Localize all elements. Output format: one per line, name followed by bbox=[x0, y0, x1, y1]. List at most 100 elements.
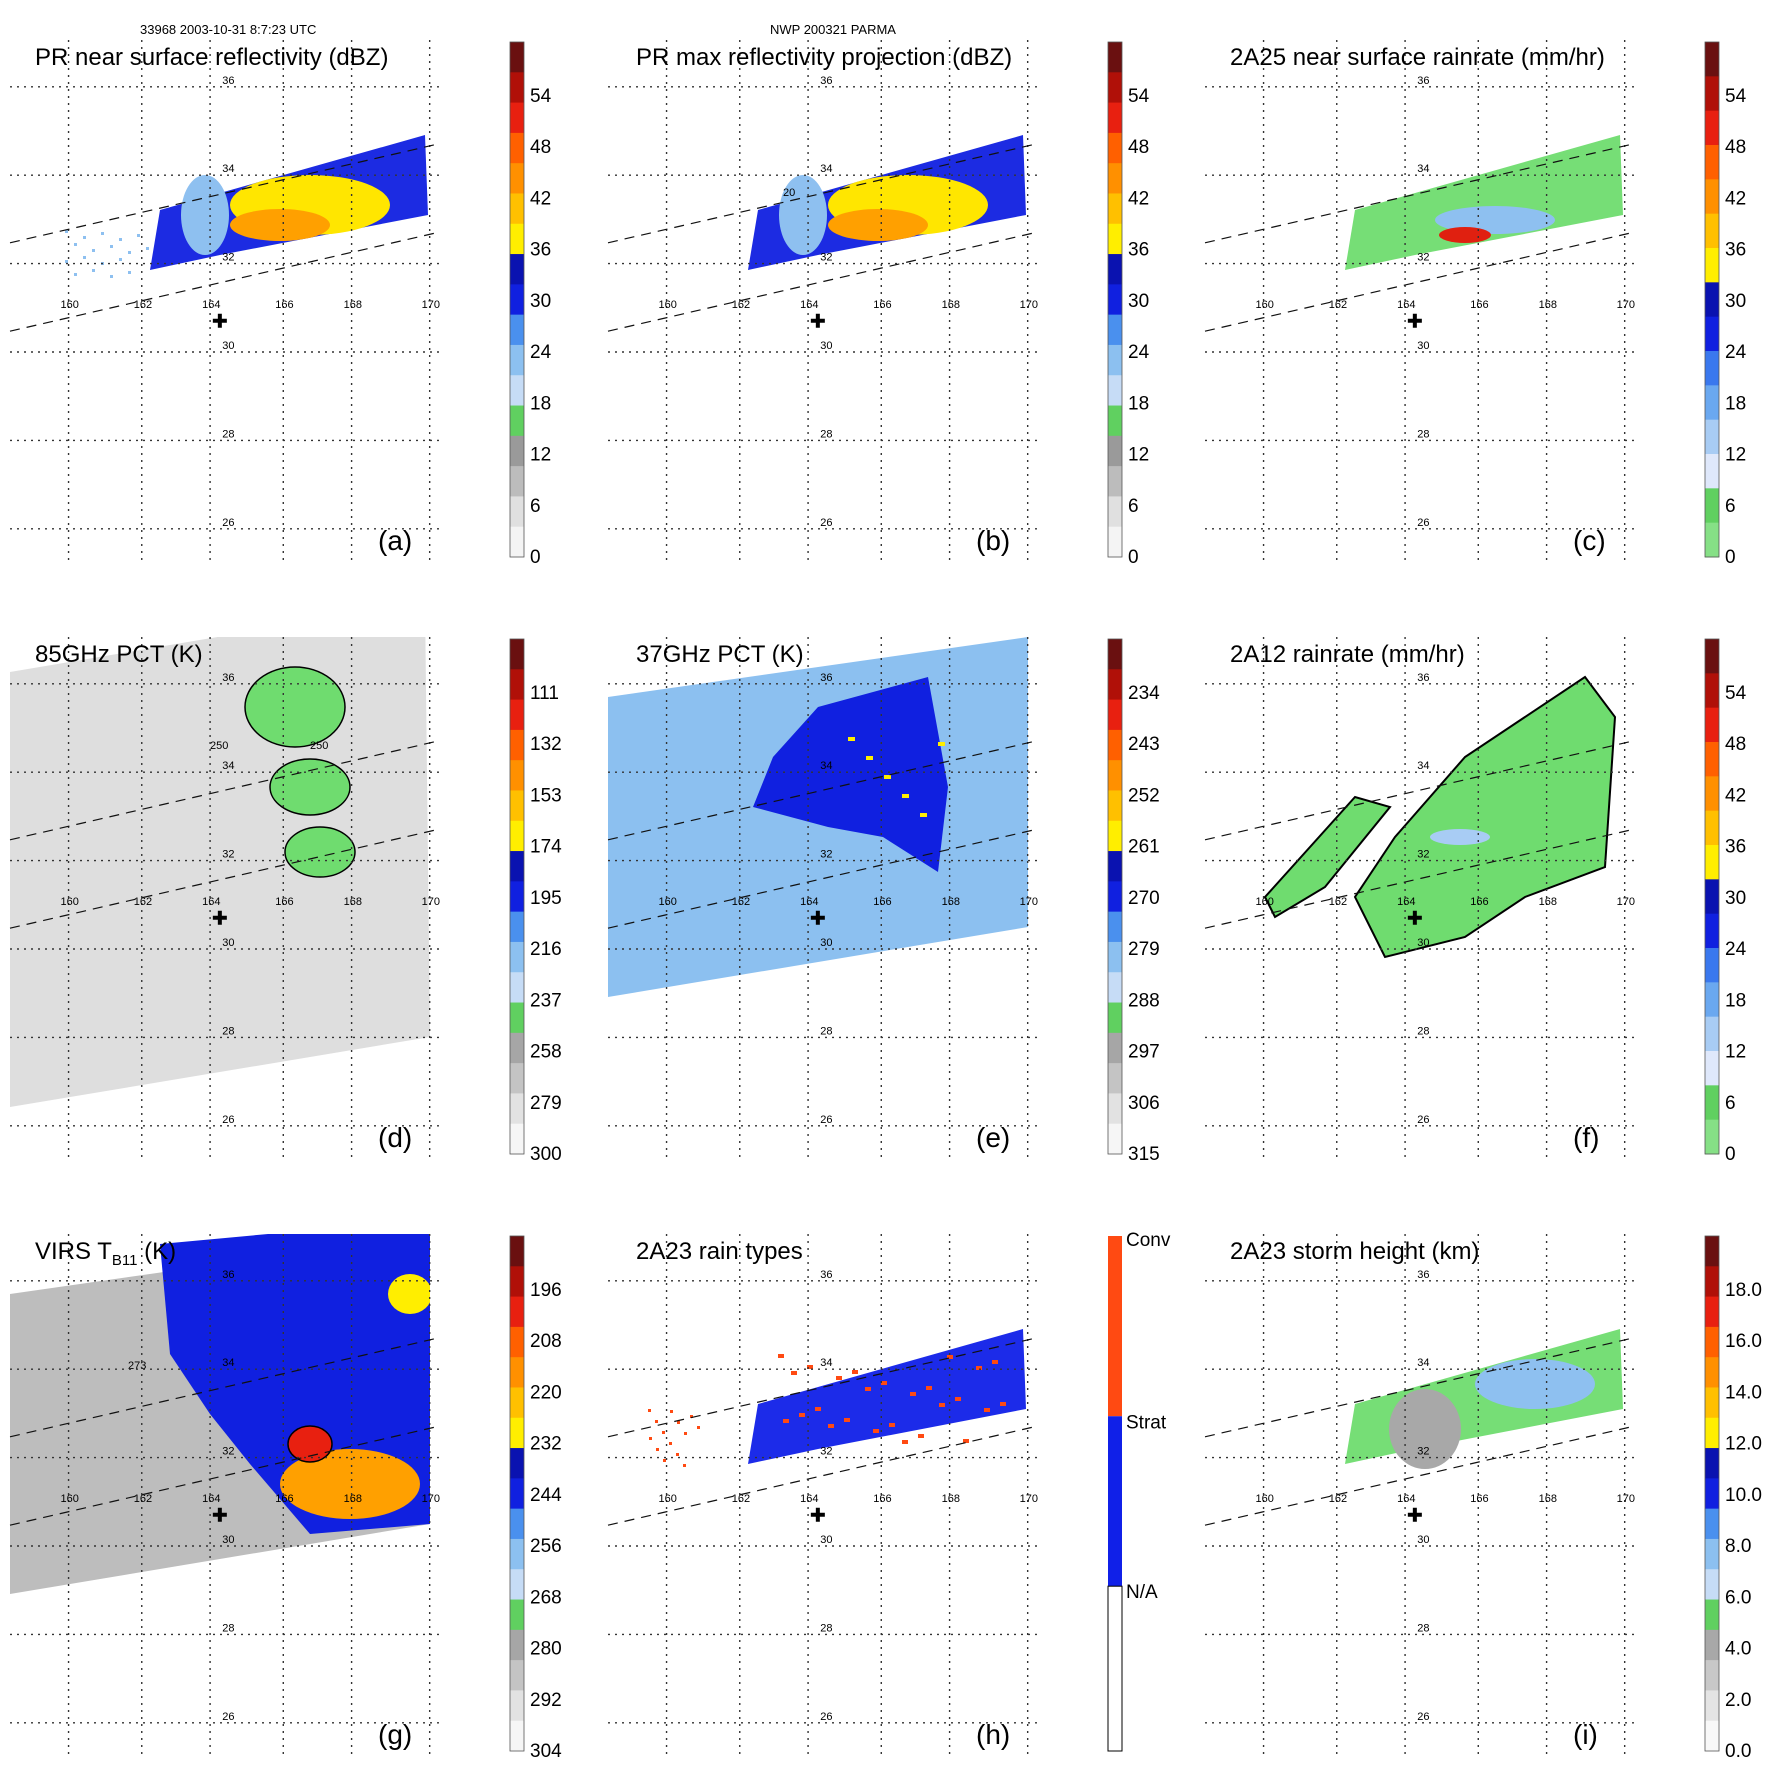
lat-label: 30 bbox=[1417, 340, 1429, 352]
colorbar-step bbox=[1705, 913, 1719, 949]
convective-pixel bbox=[662, 1431, 665, 1434]
colorbar-step bbox=[1108, 851, 1122, 882]
lat-label: 30 bbox=[222, 937, 234, 949]
colorbar-step bbox=[1108, 163, 1122, 194]
colorbar-step bbox=[1108, 1063, 1122, 1094]
convective-pixel bbox=[683, 1464, 686, 1467]
colorbar-step bbox=[1705, 1690, 1719, 1722]
colorbar-step bbox=[1108, 972, 1122, 1004]
colorbar-tick: 292 bbox=[530, 1690, 562, 1711]
colorbar-step bbox=[1108, 496, 1122, 528]
colorbar-step bbox=[1705, 522, 1719, 558]
colorbar-step bbox=[510, 972, 524, 1004]
colorbar-step bbox=[510, 1063, 524, 1094]
cold-area-1 bbox=[244, 666, 346, 748]
lat-label: 32 bbox=[222, 849, 234, 861]
lon-label: 164 bbox=[800, 299, 818, 311]
lon-label: 168 bbox=[344, 1493, 362, 1505]
convective-pixel bbox=[902, 1440, 908, 1444]
echo-pixel bbox=[128, 251, 131, 254]
colorbar-step bbox=[510, 1387, 524, 1419]
echo-pixel bbox=[110, 245, 113, 248]
colorbar-tick: 54 bbox=[1725, 86, 1747, 107]
colorbar-step bbox=[1705, 879, 1719, 915]
lat-label: 34 bbox=[222, 760, 234, 772]
lat-label: 28 bbox=[222, 428, 234, 440]
lat-label: 28 bbox=[1417, 1622, 1429, 1634]
convective-pixel bbox=[778, 1354, 784, 1358]
colorbar-step bbox=[1705, 145, 1719, 180]
echo-pixel bbox=[65, 260, 68, 263]
colorbar-tick: 195 bbox=[530, 888, 562, 909]
echo-pixel bbox=[65, 230, 68, 233]
colorbar-tick: 30 bbox=[1128, 291, 1149, 312]
colorbar-step bbox=[510, 254, 524, 285]
rain-band bbox=[1263, 795, 1392, 919]
colorbar-tick: 243 bbox=[1128, 734, 1160, 755]
colorbar-tick: 304 bbox=[530, 1741, 562, 1762]
lat-label: 30 bbox=[820, 340, 832, 352]
colorbar-step bbox=[1108, 102, 1122, 134]
lon-label: 168 bbox=[344, 299, 362, 311]
swath-edge bbox=[607, 740, 1037, 841]
lat-label: 32 bbox=[1417, 252, 1429, 264]
swath-edge bbox=[607, 143, 1037, 244]
colorbar-tick: 42 bbox=[1725, 785, 1746, 806]
convective-pixel bbox=[963, 1439, 969, 1443]
colorbar-tick: 261 bbox=[1128, 837, 1160, 858]
colorbar-na bbox=[1107, 1585, 1123, 1752]
colorbar-tick: 6 bbox=[1725, 496, 1736, 517]
colorbar-step bbox=[1108, 760, 1122, 791]
panel-label: (d) bbox=[378, 1122, 412, 1153]
echo-pixel bbox=[101, 232, 104, 235]
colorbar-step bbox=[1705, 673, 1719, 709]
lon-label: 162 bbox=[134, 299, 152, 311]
panel-title: VIRS TB11 (K) bbox=[35, 1238, 176, 1269]
colorbar-step bbox=[510, 193, 524, 225]
convective-pixel bbox=[799, 1413, 805, 1417]
field-d: 250 250 bbox=[10, 637, 430, 1107]
colorbar-frame bbox=[1704, 41, 1720, 558]
lat-label: 34 bbox=[820, 760, 832, 772]
colorbar-step bbox=[1108, 881, 1122, 913]
colorbar-step bbox=[510, 911, 524, 943]
colorbar-step bbox=[1705, 1538, 1719, 1570]
colorbar-step bbox=[1705, 76, 1719, 112]
convective-pixel bbox=[655, 1420, 658, 1423]
colorbar-tick: 36 bbox=[1725, 837, 1746, 858]
colorbar-tick: 196 bbox=[530, 1280, 562, 1301]
coldest-top bbox=[287, 1425, 333, 1463]
colorbar-tick: 24 bbox=[1725, 342, 1747, 363]
lon-label: 160 bbox=[61, 896, 79, 908]
colorbar-tick: 42 bbox=[1725, 188, 1746, 209]
panel-e: 160 162 164 166 168 170 36 34 32 30 28 26 37GHz PCT … bbox=[607, 637, 1160, 1165]
colorbar-tick: 279 bbox=[530, 1093, 562, 1114]
colorbar-frame bbox=[509, 41, 525, 558]
storm-center-cross bbox=[810, 313, 825, 328]
colorbar-step bbox=[1108, 344, 1122, 376]
echo-pixel bbox=[74, 273, 77, 276]
colorbar-tick: 270 bbox=[1128, 888, 1160, 909]
colorbar-frame bbox=[509, 1235, 525, 1752]
lon-label: 170 bbox=[1020, 896, 1038, 908]
panel-a: 160 162 164 166 168 170 36 34 32 30 28 26 PR near su… bbox=[9, 40, 552, 568]
colorbar-step bbox=[510, 405, 524, 437]
lon-label: 166 bbox=[275, 299, 293, 311]
lon-label: 160 bbox=[1256, 896, 1274, 908]
colorbar-step bbox=[510, 102, 524, 134]
convective-pixel bbox=[815, 1407, 821, 1411]
panel-label: (b) bbox=[976, 525, 1010, 556]
colorbar-step bbox=[510, 1660, 524, 1691]
lon-label: 164 bbox=[800, 896, 818, 908]
colorbar-step bbox=[1705, 810, 1719, 846]
colorbar-tick: Strat bbox=[1126, 1412, 1167, 1433]
lon-label: 168 bbox=[1539, 299, 1557, 311]
colorbar-tick: 12.0 bbox=[1725, 1434, 1762, 1455]
panel-d: 250 250 160 162 164 166 168 170 36 34 32 30 28 26 85GH… bbox=[9, 637, 562, 1165]
lat-label: 36 bbox=[820, 1269, 832, 1281]
colorbar-tick: 0 bbox=[1725, 1144, 1736, 1165]
lon-label: 166 bbox=[873, 896, 891, 908]
lon-label: 166 bbox=[1470, 896, 1488, 908]
convective-pixel bbox=[697, 1426, 700, 1429]
colorbar-step bbox=[510, 132, 524, 164]
